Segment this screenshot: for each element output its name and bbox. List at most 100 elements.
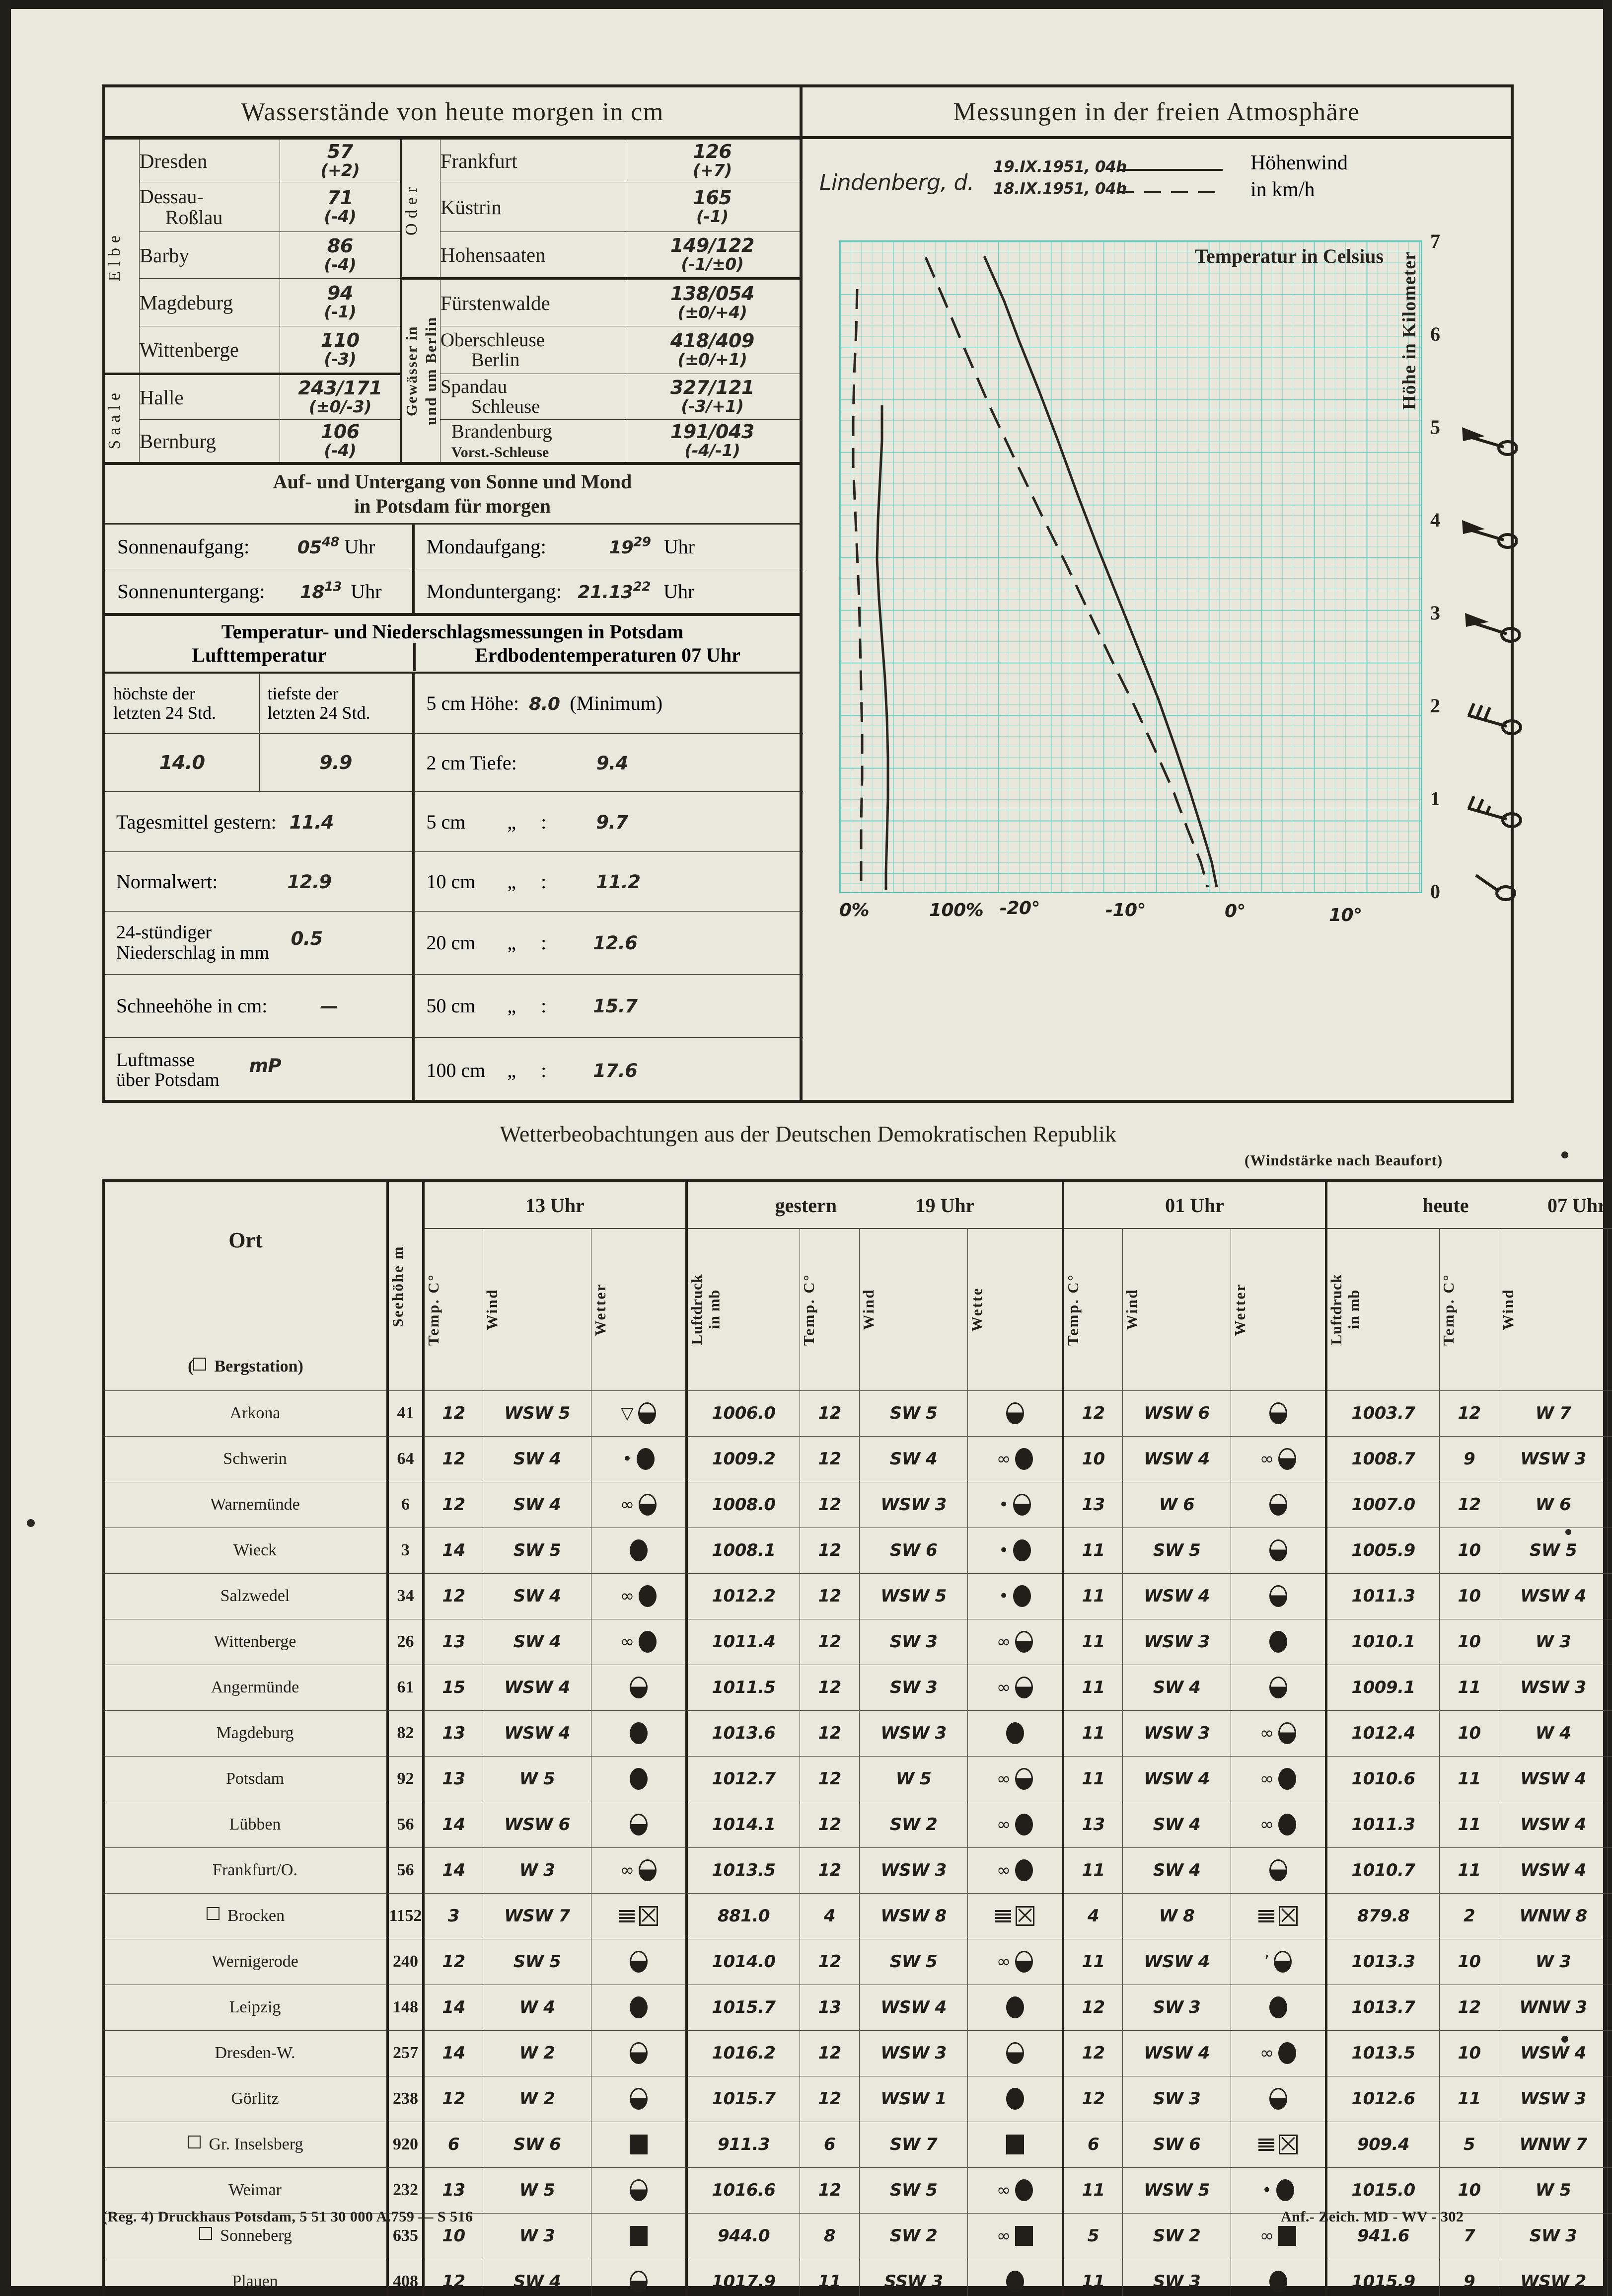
cell-temp-07: 10 [1439, 1938, 1500, 1985]
cell-seehoehe: 1152 [386, 1893, 424, 1939]
weather-symbols [591, 1951, 685, 1973]
wx-mountain-fog-icon [1016, 1906, 1035, 1926]
col-head-temp-07: Temp. C° [1439, 1228, 1500, 1391]
weather-symbols: ▽ [591, 1402, 685, 1424]
cell-wetter-01 [1231, 1618, 1327, 1665]
wx-overcast-icon [1269, 2271, 1287, 2293]
table-row: Leipzig 148 14 W 4 1015.7 13 WSW 4 12 SW 3 1013.7… [102, 1984, 1612, 2031]
water-value: 110 (-3) [280, 326, 402, 374]
cell-luftdruck-07: 1010.7 [1325, 1847, 1440, 1894]
wx-overcast-icon [1278, 1768, 1297, 1790]
cell-wetter-19: ∞ [967, 2213, 1064, 2259]
cell-wetter-07 [1607, 1481, 1612, 1528]
wx-haze-icon: ∞ [996, 2180, 1011, 2200]
wx-rain-dot-icon: • [998, 1540, 1009, 1560]
cell-luftdruck-07: 1009.1 [1325, 1664, 1440, 1711]
cell-wetter-13: ▽ [591, 1390, 687, 1437]
cell-seehoehe: 257 [386, 2030, 424, 2076]
cell-temp-07: 5 [1439, 2121, 1500, 2168]
cell-wetter-19 [967, 1984, 1064, 2031]
legend-station: Lindenberg, d. [819, 170, 974, 195]
group-head-heute: heute 07 Uhr [1325, 1179, 1612, 1229]
wx-haze-icon: ∞ [996, 1632, 1011, 1652]
weather-symbols: ∞ [591, 1585, 685, 1607]
cell-wind-13: WSW 4 [483, 1710, 591, 1757]
cell-temp-01: 12 [1062, 1984, 1123, 2031]
cell-wind-01: WSW 4 [1122, 1756, 1232, 1802]
cell-luftdruck-07: 1011.3 [1325, 1573, 1440, 1619]
air-temp-min-head: tiefste der letzten 24 Std. [259, 674, 414, 734]
wind-barb-3km [1465, 613, 1521, 643]
wx-mostly-cloudy-icon [1269, 1677, 1287, 1698]
cell-wind-19: SW 2 [859, 2213, 968, 2259]
cell-seehoehe: 238 [386, 2075, 424, 2122]
sheet: Wasserstände von heute morgen in cm Elbe [11, 9, 1612, 2296]
weather-symbols: ∞ [1231, 2042, 1325, 2064]
legend-solid-label: 19.IX.1951, 04h [993, 158, 1127, 176]
beaufort-note: (Windstärke nach Beaufort) [1245, 1151, 1443, 1169]
obs-table: Ort (Bergstation) Seehöhe m 13 Uhr geste… [102, 1179, 1612, 2296]
yaxis-tick-5: 5 [1430, 416, 1440, 438]
cell-wind-13: W 3 [483, 1847, 591, 1894]
cell-wind-07: WSW 3 [1499, 1436, 1608, 1482]
ground-5cm-depth: 5 cm „ : 9.7 [412, 791, 803, 852]
cell-wetter-13: ∞ [591, 1481, 687, 1528]
wx-mostly-cloudy-icon [629, 1951, 648, 1973]
weather-symbols [1608, 1951, 1612, 1973]
wx-haze-icon: ∞ [1259, 1815, 1274, 1835]
water-value: 138/054 (±0/+4) [624, 277, 800, 326]
weather-symbols: ▽ [1608, 2271, 1612, 2293]
cell-wind-19: W 5 [859, 1756, 968, 1802]
weather-symbols [1231, 1996, 1325, 2018]
table-row: Sonneberg 635 10 W 3 944.0 8 SW 2 ∞ 5 SW 2 ∞ 941.6 7… [102, 2213, 1612, 2259]
table-row: Görlitz 238 12 W 2 1015.7 12 WSW 1 12 SW 3 1012.6… [102, 2075, 1612, 2122]
weather-symbols: ∞ [591, 1631, 685, 1653]
wx-overcast-icon [629, 1539, 648, 1561]
cell-temp-19: 12 [800, 1756, 860, 1802]
wx-shower-icon: ▽ [620, 1403, 634, 1423]
cell-wind-13: SW 4 [483, 1573, 591, 1619]
cell-seehoehe: 148 [386, 1984, 424, 2031]
cell-luftdruck-07: 1005.9 [1325, 1527, 1440, 1574]
wx-mostly-cloudy-icon [1269, 2088, 1287, 2110]
ground-5cm-height: 5 cm Höhe: 8.0 (Minimum) [412, 674, 803, 734]
wx-haze-icon: ∞ [996, 1449, 1011, 1469]
water-value: 106 (-4) [280, 419, 402, 462]
cell-wetter-13 [591, 2213, 687, 2259]
cell-wetter-13 [591, 2030, 687, 2076]
weather-symbols [591, 2271, 685, 2293]
wx-rain-dot-icon: • [998, 1495, 1009, 1515]
cell-wind-13: SW 4 [483, 2258, 591, 2296]
wx-mostly-cloudy-icon [1269, 1859, 1287, 1881]
wx-haze-icon: ∞ [1259, 1769, 1274, 1789]
cell-ort: Sonneberg [102, 2213, 388, 2259]
cell-luftdruck-19: 1008.0 [685, 1481, 800, 1528]
col-head-ort: Ort (Bergstation) [102, 1179, 388, 1391]
cell-seehoehe: 64 [386, 1436, 424, 1482]
cell-luftdruck-07: 1008.7 [1325, 1436, 1440, 1482]
wx-haze-icon: ∞ [620, 1495, 635, 1515]
water-value: 86 (-4) [280, 231, 402, 279]
water-place: Frankfurt [440, 139, 625, 182]
cell-wetter-07 [1607, 1527, 1612, 1574]
cell-temp-07: 12 [1439, 1984, 1500, 2031]
wx-mostly-cloudy-icon [1006, 2042, 1024, 2064]
table-row: Frankfurt/O. 56 14 W 3 ∞ 1013.5 12 WSW 3 ∞ 11 SW 4… [102, 1847, 1612, 1894]
cell-seehoehe: 3 [386, 1527, 424, 1574]
water-value: 71 (-4) [280, 182, 402, 232]
moonset-row: Monduntergang: 21.1322 Uhr [412, 568, 806, 613]
water-value: 191/043 (-4/-1) [624, 419, 800, 462]
cell-seehoehe: 26 [386, 1618, 424, 1665]
table-row: Lübben 56 14 WSW 6 1014.1 12 SW 2 ∞ 13 SW 4 ∞ 1011.… [102, 1801, 1612, 1848]
cell-luftdruck-19: 1016.2 [685, 2030, 800, 2076]
cell-ort: Warnemünde [102, 1481, 388, 1528]
cell-temp-13: 14 [422, 1984, 483, 2031]
cell-wind-01: SW 2 [1122, 2213, 1232, 2259]
xaxis-tick-0pct: 0% [839, 900, 870, 920]
station-name: Arkona [229, 1404, 281, 1422]
cell-luftdruck-07: 1003.7 [1325, 1390, 1440, 1437]
wx-haze-icon: ∞ [620, 1586, 635, 1606]
water-place: Fürstenwalde [440, 277, 625, 326]
cell-wetter-13 [591, 1710, 687, 1757]
